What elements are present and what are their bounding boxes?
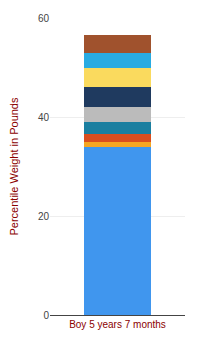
svg-text:Boy 5 years 7 months: Boy 5 years 7 months [69, 319, 166, 330]
svg-text:Percentile Weight in Pounds: Percentile Weight in Pounds [8, 97, 20, 235]
svg-text:0: 0 [43, 310, 49, 321]
svg-text:40: 40 [38, 112, 50, 123]
svg-text:60: 60 [38, 13, 50, 24]
svg-text:20: 20 [38, 211, 50, 222]
